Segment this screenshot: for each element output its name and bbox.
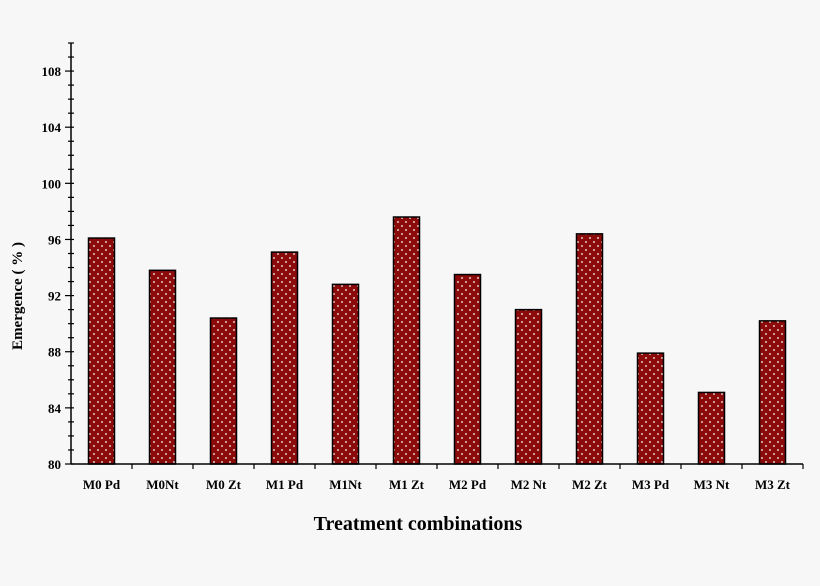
x-tick-label: M2 Nt — [511, 477, 547, 492]
x-tick-label: M1 Zt — [389, 477, 425, 492]
y-ticks-group: 80 84 88 92 96 100 104 108 — [42, 42, 74, 472]
axes-group — [70, 43, 803, 465]
x-tick-labels-group: M0 Pd M0Nt M0 Zt M1 Pd M1Nt M1 Zt M2 Pd M2 Nt M2… — [83, 464, 804, 492]
y-tick-label: 96 — [48, 232, 62, 247]
bar-m3-pd — [636, 352, 665, 465]
bar-m0nt — [148, 269, 177, 465]
y-tick-label: 88 — [48, 345, 62, 360]
bar-m1nt — [331, 283, 360, 465]
y-tick-label: 80 — [48, 457, 61, 472]
y-tick-label: 108 — [42, 64, 62, 79]
x-tick-label: M2 Pd — [449, 477, 487, 492]
bar-m3-zt — [758, 320, 787, 465]
y-tick-label: 92 — [48, 289, 61, 304]
bar-m1-zt — [392, 216, 421, 465]
x-axis-title: Treatment combinations — [314, 513, 523, 535]
x-tick-label: M0 Pd — [83, 477, 121, 492]
bar-m1-pd — [270, 251, 299, 465]
x-tick-label: M0Nt — [146, 477, 179, 492]
y-tick-label: 84 — [48, 401, 62, 416]
x-tick-label: M0 Zt — [206, 477, 242, 492]
y-tick-label: 104 — [42, 120, 62, 135]
x-tick-label: M3 Zt — [755, 477, 791, 492]
bar-m3-nt — [697, 391, 726, 465]
bars-group — [87, 216, 787, 465]
x-tick-label: M3 Pd — [632, 477, 670, 492]
x-tick-label: M1 Pd — [266, 477, 304, 492]
y-axis-title: Emergence ( % ) — [10, 242, 26, 350]
bar-m2-zt — [575, 233, 604, 465]
bar-m0-zt — [209, 317, 238, 465]
x-tick-label: M1Nt — [329, 477, 362, 492]
bar-m0-pd — [87, 237, 116, 465]
x-tick-label: M2 Zt — [572, 477, 608, 492]
bar-m2-pd — [453, 273, 482, 465]
y-tick-label: 100 — [42, 176, 62, 191]
bar-m2-nt — [514, 308, 543, 465]
x-tick-label: M3 Nt — [694, 477, 730, 492]
